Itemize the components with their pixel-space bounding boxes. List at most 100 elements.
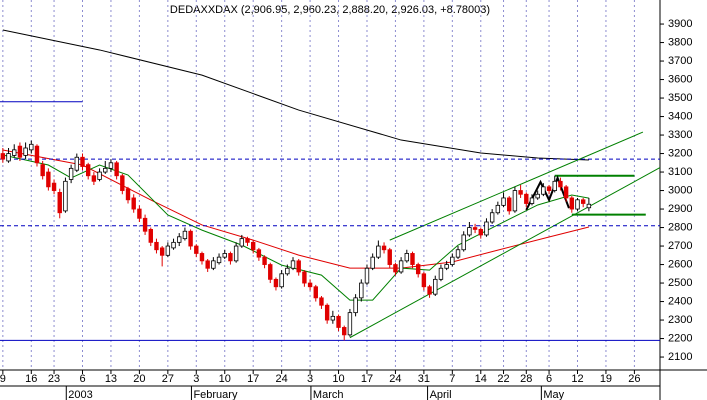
candle-body — [182, 230, 188, 240]
candle-body — [171, 241, 176, 249]
x-tick-label: 9 — [0, 373, 6, 385]
x-tick-label: 10 — [332, 373, 344, 385]
x-tick-label: 19 — [600, 373, 612, 385]
x-period-label: 2003 — [68, 389, 92, 400]
candle-body — [529, 197, 535, 204]
x-tick-label: 31 — [418, 373, 430, 385]
x-tick-label: 20 — [133, 373, 145, 385]
candle-body — [501, 197, 506, 206]
candle-body — [103, 167, 108, 173]
candle-body — [262, 256, 267, 265]
candle-body — [256, 249, 262, 258]
candle-body — [489, 212, 495, 223]
candle-body — [245, 238, 250, 243]
y-tick-label: 2100 — [668, 351, 692, 363]
y-tick-label: 3200 — [668, 147, 692, 159]
x-tick-label: 27 — [162, 373, 174, 385]
candle-body — [381, 245, 387, 251]
candle-body — [586, 203, 592, 209]
candle-body — [211, 260, 216, 269]
candle-body — [398, 260, 404, 273]
x-tick-label: 24 — [276, 373, 288, 385]
x-tick-label: 23 — [48, 373, 60, 385]
candle-body — [74, 156, 80, 171]
candle-body — [296, 260, 301, 273]
candle-body — [330, 315, 336, 321]
candle-body — [131, 197, 136, 210]
candle-body — [575, 199, 580, 210]
candle-body — [563, 186, 569, 199]
x-tick-label: 17 — [361, 373, 373, 385]
candle-body — [114, 162, 119, 177]
y-tick-label: 3400 — [668, 110, 692, 122]
candle-body — [370, 256, 375, 269]
candle-body — [415, 264, 421, 275]
x-tick-label: 12 — [571, 373, 583, 385]
y-tick-label: 2400 — [668, 295, 692, 307]
x-tick-label: 13 — [105, 373, 117, 385]
candle-body — [484, 221, 489, 236]
candle-body — [91, 175, 97, 182]
candle-body — [444, 264, 449, 269]
candle-body — [177, 236, 182, 243]
candle-body — [404, 253, 410, 262]
x-period-label: March — [313, 389, 344, 400]
candle-body — [342, 327, 347, 336]
candle-body — [34, 145, 40, 164]
candle-body — [518, 190, 523, 195]
candle-body — [6, 153, 11, 162]
candle-body — [268, 264, 273, 280]
y-tick-label: 2900 — [668, 203, 692, 215]
x-tick-label: 17 — [247, 373, 259, 385]
candle-body — [63, 180, 68, 212]
candle-body — [387, 249, 392, 265]
candle-body — [495, 204, 501, 214]
candle-body — [376, 245, 381, 258]
x-period-label: February — [193, 389, 238, 400]
y-tick-label: 2500 — [668, 277, 692, 289]
y-tick-label: 2600 — [668, 258, 692, 270]
candle-body — [108, 162, 114, 169]
y-tick-label: 2700 — [668, 240, 692, 252]
y-tick-label: 3800 — [668, 36, 692, 48]
candle-body — [199, 253, 205, 262]
y-tick-label: 3000 — [668, 184, 692, 196]
x-tick-label: 3 — [307, 373, 313, 385]
x-tick-label: 7 — [449, 373, 455, 385]
overlay-line — [349, 167, 661, 339]
candle-body — [580, 199, 586, 204]
y-tick-label: 3500 — [668, 92, 692, 104]
candle-body — [228, 253, 233, 262]
x-tick-label: 6 — [546, 373, 552, 385]
candle-body — [472, 227, 478, 230]
candle-body — [159, 247, 165, 256]
candle-body — [535, 193, 540, 199]
candle-body — [250, 241, 256, 251]
candle-body — [512, 190, 518, 212]
x-tick-label: 24 — [389, 373, 401, 385]
candle-body — [569, 197, 575, 210]
chart-title: DEDAXXDAX (2,906.95, 2,960.23, 2,888.20,… — [170, 4, 490, 16]
candle-body — [393, 264, 398, 273]
candle-body — [142, 217, 148, 232]
x-period-label: May — [543, 389, 564, 400]
candle-body — [279, 273, 284, 288]
candle-body — [233, 245, 239, 262]
candle-body — [450, 256, 455, 265]
candle-body — [125, 188, 131, 201]
x-period-label: April — [430, 389, 452, 400]
candle-body — [120, 175, 125, 191]
candle-body — [353, 297, 358, 314]
y-tick-label: 2300 — [668, 314, 692, 326]
x-tick-label: 10 — [219, 373, 231, 385]
candle-body — [307, 282, 313, 288]
candle-body — [290, 260, 296, 269]
candle-body — [273, 278, 279, 288]
x-tick-label: 28 — [520, 373, 532, 385]
candle-body — [148, 228, 153, 243]
candle-body — [188, 230, 193, 247]
candle-body — [12, 149, 17, 156]
candle-body — [467, 227, 472, 236]
